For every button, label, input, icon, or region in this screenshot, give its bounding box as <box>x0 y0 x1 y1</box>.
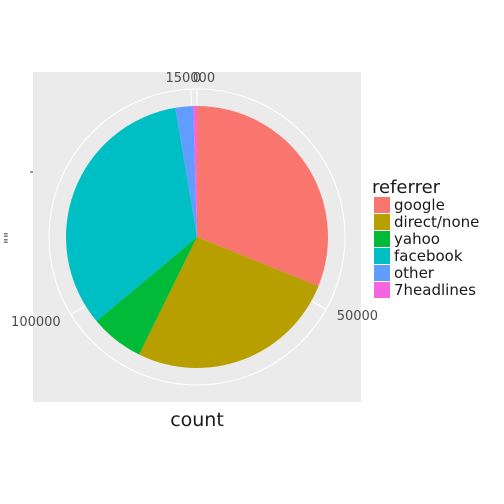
legend-label: google <box>394 196 445 214</box>
pie-slice-google <box>197 106 329 287</box>
pie-slice-7headlines <box>193 106 197 237</box>
pie-slices <box>65 106 329 369</box>
legend-label: 7headlines <box>394 281 476 299</box>
y-axis-title: "" <box>3 232 18 244</box>
count-tick-label: 0 <box>193 71 201 86</box>
count-axis-ticks: 0 50000 100000 150000 <box>11 71 378 330</box>
legend-key <box>374 231 390 247</box>
x-axis-title: count <box>170 409 224 431</box>
pie-slice-direct-none <box>139 237 319 369</box>
legend-key <box>374 214 390 230</box>
count-tick-label: 100000 <box>11 315 61 330</box>
legend-key <box>374 282 390 298</box>
legend-label: facebook <box>394 247 463 265</box>
legend-label: yahoo <box>394 230 440 248</box>
legend-label: other <box>394 264 435 282</box>
legend-key <box>374 265 390 281</box>
legend: referrer googledirect/noneyahoofacebooko… <box>372 177 479 299</box>
pie-slice-yahoo <box>96 237 197 355</box>
legend-label: direct/none <box>394 213 479 231</box>
legend-title: referrer <box>372 177 441 198</box>
legend-key <box>374 197 390 213</box>
legend-key <box>374 248 390 264</box>
pie-slice-facebook <box>65 107 198 322</box>
count-tick-label: 150000 <box>165 71 215 86</box>
pie-slice-other <box>175 106 197 237</box>
count-tick-label: 50000 <box>337 309 378 324</box>
